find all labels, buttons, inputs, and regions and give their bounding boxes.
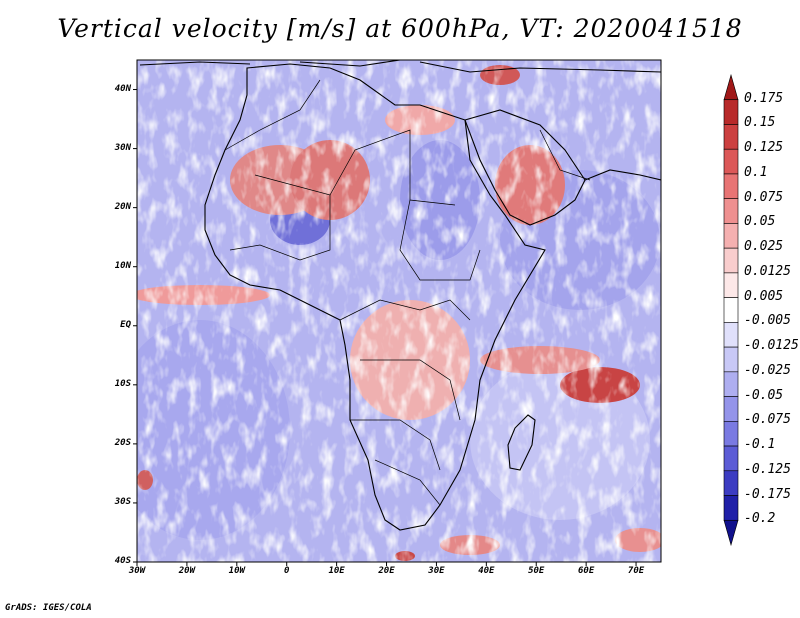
lon-tick-label: 0 xyxy=(283,566,290,576)
colorbar-tick-label: -0.125 xyxy=(744,461,791,477)
colorbar-segment xyxy=(723,99,739,125)
colorbar-segment xyxy=(723,495,739,521)
colorbar-tick-label: 0.005 xyxy=(744,288,784,304)
colorbar-tick-label: -0.025 xyxy=(744,362,791,378)
colorbar-segment xyxy=(723,148,739,175)
lat-tick-label: 30S xyxy=(114,496,131,507)
lon-tick-label: 10E xyxy=(328,566,345,576)
colorbar-tick-label: 0.125 xyxy=(744,140,784,156)
colorbar-tick-label: 0.075 xyxy=(744,189,784,205)
colorbar-segment xyxy=(723,421,739,447)
colorbar-tick-label: 0.025 xyxy=(744,239,784,255)
colorbar-segment xyxy=(723,124,739,150)
border-line xyxy=(339,299,471,321)
madagascar-coastline xyxy=(507,414,536,471)
border-line xyxy=(224,79,321,151)
asia-coastline xyxy=(584,169,661,181)
coastlines xyxy=(139,60,661,531)
colorbar-segment xyxy=(723,173,739,199)
colorbar-segment xyxy=(723,519,739,547)
colorbar-tick-label: 0.1 xyxy=(744,164,768,180)
lon-tick-label: 60E xyxy=(578,566,595,576)
colorbar-tick-label: -0.0125 xyxy=(744,338,799,354)
colorbar-segment xyxy=(723,322,739,348)
colorbar-tick-label: -0.005 xyxy=(744,313,791,329)
grads-credit: GrADS: IGES/COLA xyxy=(5,603,92,613)
lat-tick-label: 30N xyxy=(114,142,131,153)
border-line xyxy=(374,459,441,506)
colorbar-segment xyxy=(723,346,739,373)
colorbar-tick-label: 0.15 xyxy=(744,115,776,131)
lon-tick-label: 20E xyxy=(378,566,395,576)
africa-coastline xyxy=(204,63,546,531)
colorbar-segment xyxy=(723,297,739,323)
colorbar-segment xyxy=(723,470,739,496)
colorbar-segment xyxy=(723,371,739,397)
colorbar-segment xyxy=(723,73,739,101)
border-line xyxy=(254,129,456,206)
colorbar-tick-label: 0.0125 xyxy=(744,263,791,279)
axis-ticks xyxy=(133,89,637,566)
colorbar-tick-label: -0.075 xyxy=(744,412,791,428)
colorbar-tick-label: -0.175 xyxy=(744,486,791,502)
border-line xyxy=(360,359,461,421)
map-frame xyxy=(136,59,662,563)
europe-coastline xyxy=(139,60,661,73)
field-texture xyxy=(137,60,661,562)
velocity-field xyxy=(137,60,661,562)
colorbar xyxy=(723,73,739,547)
colorbar-tick-label: -0.2 xyxy=(744,511,776,527)
colorbar-tick-label: -0.05 xyxy=(744,387,784,403)
lat-tick-label: 20N xyxy=(114,201,131,212)
map-title: Vertical velocity [m/s] at 600hPa, VT: 2… xyxy=(57,14,743,43)
colorbar-tick-label: 0.05 xyxy=(744,214,776,230)
colorbar-segment xyxy=(723,445,739,472)
colorbar-segment xyxy=(723,198,739,224)
border-line xyxy=(229,195,331,261)
lat-tick-label: EQ xyxy=(120,319,131,330)
lat-tick-label: 10S xyxy=(114,378,131,389)
arabia-coastline xyxy=(464,109,586,226)
colorbar-segment xyxy=(723,272,739,298)
colorbar-segment xyxy=(723,396,739,422)
colorbar-tick-label: 0.175 xyxy=(744,90,784,106)
border-line xyxy=(539,129,591,181)
lat-tick-label: 10N xyxy=(114,260,131,271)
lon-tick-label: 40E xyxy=(478,566,495,576)
lon-tick-label: 10W xyxy=(228,566,245,576)
lat-tick-label: 40N xyxy=(114,83,131,94)
country-borders xyxy=(224,79,591,506)
colorbar-segment xyxy=(723,247,739,274)
lat-tick-label: 20S xyxy=(114,437,131,448)
colorbar-segment xyxy=(723,223,739,249)
lon-tick-label: 30W xyxy=(128,566,146,576)
lon-tick-label: 50E xyxy=(528,566,545,576)
lon-tick-label: 70E xyxy=(627,566,645,576)
border-line xyxy=(350,419,441,471)
border-line xyxy=(399,199,481,281)
lon-tick-label: 30E xyxy=(428,566,445,576)
lat-tick-label: 40S xyxy=(114,556,131,566)
colorbar-tick-label: -0.1 xyxy=(744,437,776,453)
lon-tick-label: 20W xyxy=(178,566,196,576)
